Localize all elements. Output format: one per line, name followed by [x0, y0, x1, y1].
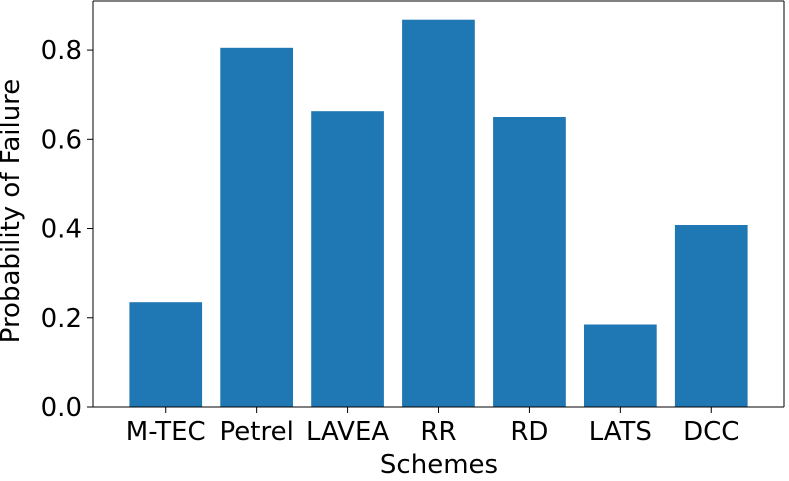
x-tick-label: RR	[420, 417, 456, 447]
y-tick-label: 0.2	[41, 304, 82, 334]
bar-m-tec	[129, 302, 203, 407]
bars-group	[129, 19, 748, 408]
y-tick-label: 0.8	[41, 36, 82, 66]
y-axis-title: Probability of Failure	[0, 79, 26, 344]
bar-rd	[493, 117, 566, 407]
x-tick-label: LAVEA	[306, 417, 389, 447]
x-tick-label: LATS	[589, 417, 652, 447]
x-axis-title: Schemes	[380, 450, 498, 480]
x-tick-label: M-TEC	[126, 417, 206, 447]
x-axis-ticks: M-TEC Petrel LAVEA RR RD LATS DCC	[126, 407, 739, 447]
y-tick-label: 0.6	[41, 125, 82, 155]
bar-petrel	[220, 47, 293, 408]
x-tick-label: RD	[510, 417, 548, 447]
bar-rr	[402, 19, 475, 407]
y-axis-ticks: 0.0 0.2 0.4 0.6 0.8	[41, 36, 93, 423]
bar-lats	[584, 324, 657, 407]
y-tick-label: 0.0	[41, 393, 82, 423]
x-tick-label: DCC	[683, 417, 739, 447]
y-tick-label: 0.4	[41, 215, 82, 245]
x-tick-label: Petrel	[220, 417, 294, 447]
bar-lavea	[311, 111, 384, 407]
bar-dcc	[674, 225, 748, 407]
